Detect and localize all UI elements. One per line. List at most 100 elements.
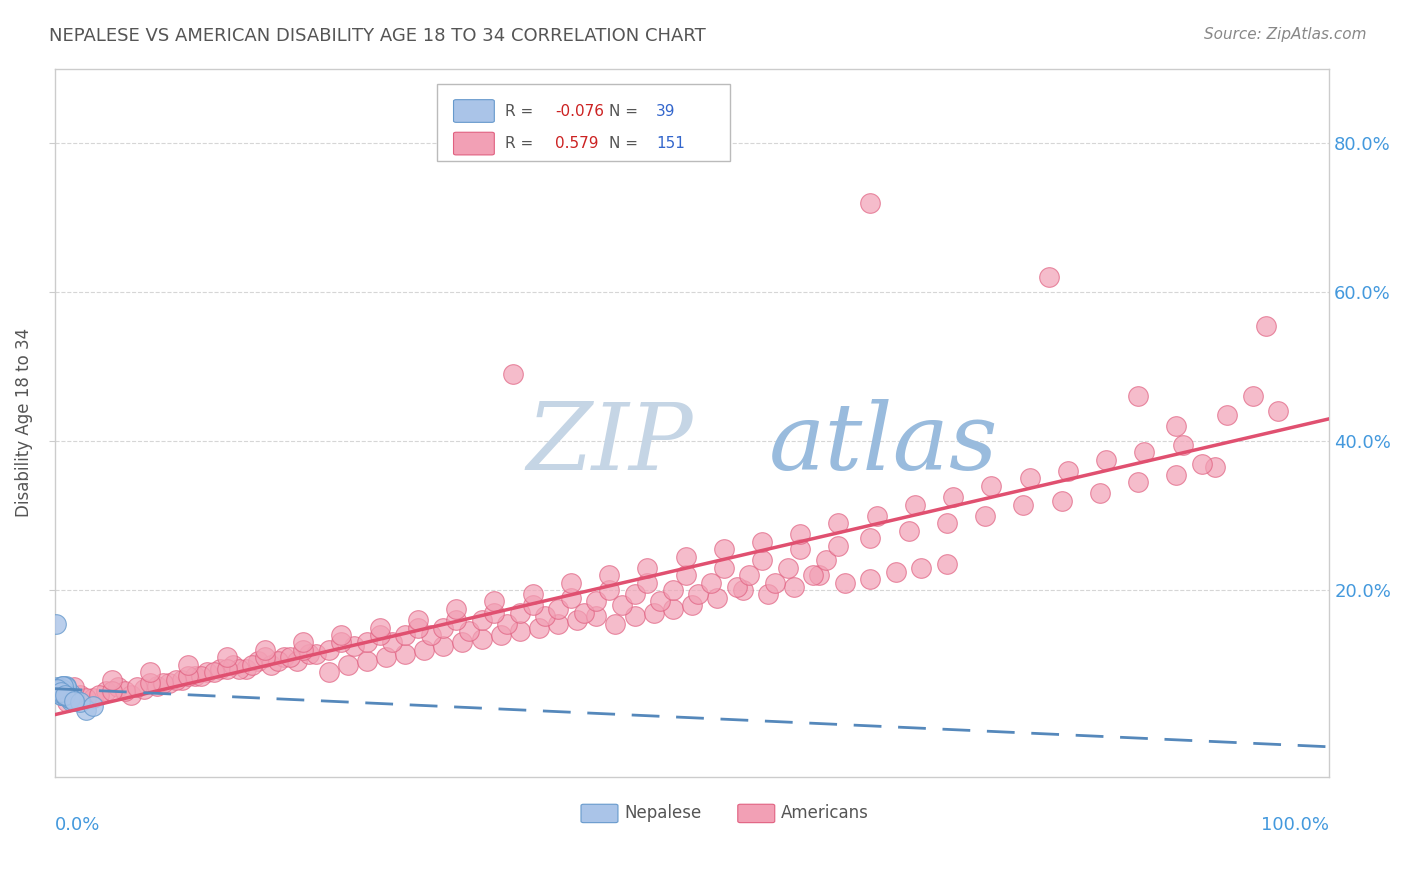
Point — [394, 628, 416, 642]
Point — [356, 654, 378, 668]
Point — [330, 635, 353, 649]
Point — [884, 565, 907, 579]
Point — [648, 594, 671, 608]
FancyBboxPatch shape — [738, 805, 775, 822]
Point — [534, 609, 557, 624]
Text: 0.0%: 0.0% — [55, 815, 100, 833]
Point — [253, 643, 276, 657]
Point — [1126, 475, 1149, 490]
Point — [368, 621, 391, 635]
Point — [636, 575, 658, 590]
Point — [547, 616, 569, 631]
Point — [1241, 389, 1264, 403]
Point — [202, 665, 225, 680]
Point — [318, 665, 340, 680]
Point — [897, 524, 920, 538]
Point — [509, 606, 531, 620]
Point — [56, 695, 79, 709]
Point — [572, 606, 595, 620]
Point — [509, 624, 531, 639]
Point — [228, 661, 250, 675]
Point — [623, 609, 645, 624]
Point — [368, 628, 391, 642]
Point — [783, 580, 806, 594]
Point — [502, 367, 524, 381]
Point — [406, 621, 429, 635]
Point — [190, 669, 212, 683]
Point — [713, 542, 735, 557]
Point — [215, 661, 238, 675]
Point — [298, 647, 321, 661]
Point — [292, 635, 315, 649]
Point — [69, 695, 91, 709]
Point — [681, 598, 703, 612]
Point — [381, 635, 404, 649]
Point — [157, 676, 180, 690]
Point — [120, 688, 142, 702]
Point — [522, 598, 544, 612]
Point — [53, 684, 76, 698]
Point — [240, 657, 263, 672]
Point — [432, 621, 454, 635]
Point — [1204, 460, 1226, 475]
Point — [318, 643, 340, 657]
Point — [247, 654, 270, 668]
Point — [48, 683, 70, 698]
Point — [75, 691, 97, 706]
Text: 100.0%: 100.0% — [1261, 815, 1329, 833]
Point — [444, 613, 467, 627]
Point — [56, 689, 79, 703]
Point — [285, 654, 308, 668]
Point — [910, 561, 932, 575]
Text: atlas: atlas — [769, 399, 998, 489]
Point — [222, 657, 245, 672]
Point — [834, 575, 856, 590]
Point — [636, 561, 658, 575]
Point — [60, 693, 83, 707]
Point — [59, 690, 82, 705]
Point — [547, 602, 569, 616]
Point — [643, 606, 665, 620]
Point — [725, 580, 748, 594]
Point — [942, 490, 965, 504]
Point — [1018, 471, 1040, 485]
Point — [814, 553, 837, 567]
Point — [444, 602, 467, 616]
Point — [827, 516, 849, 531]
Point — [53, 689, 76, 703]
Point — [789, 527, 811, 541]
Point — [859, 531, 882, 545]
Text: R =: R = — [505, 136, 537, 151]
Point — [343, 639, 366, 653]
Point — [598, 583, 620, 598]
Point — [75, 702, 97, 716]
Text: Source: ZipAtlas.com: Source: ZipAtlas.com — [1204, 27, 1367, 42]
Point — [1057, 464, 1080, 478]
Point — [330, 628, 353, 642]
Text: Americans: Americans — [782, 805, 869, 822]
Point — [675, 568, 697, 582]
Point — [419, 628, 441, 642]
Point — [585, 609, 607, 624]
Point — [62, 693, 84, 707]
Point — [49, 684, 72, 698]
Text: ZIP: ZIP — [526, 399, 693, 489]
Text: N =: N = — [609, 136, 643, 151]
Point — [55, 679, 77, 693]
Point — [165, 673, 187, 687]
Point — [177, 657, 200, 672]
Point — [170, 673, 193, 687]
Point — [48, 684, 70, 698]
Point — [101, 684, 124, 698]
Point — [662, 602, 685, 616]
Point — [52, 688, 75, 702]
FancyBboxPatch shape — [454, 132, 495, 155]
Point — [585, 594, 607, 608]
Point — [496, 616, 519, 631]
Point — [51, 680, 73, 694]
Point — [394, 647, 416, 661]
Text: 39: 39 — [657, 103, 676, 119]
Point — [177, 669, 200, 683]
Point — [114, 684, 136, 698]
Point — [48, 681, 70, 696]
